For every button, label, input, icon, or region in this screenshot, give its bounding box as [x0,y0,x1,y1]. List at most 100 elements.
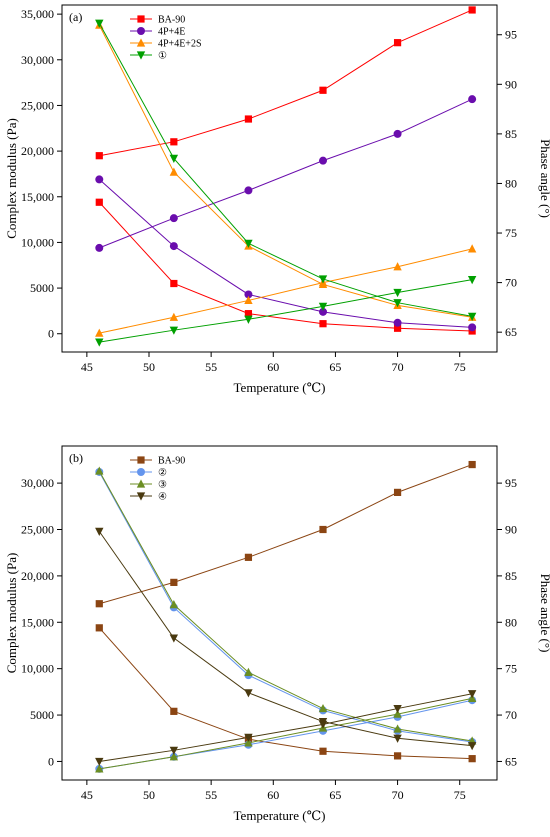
modulus-line [98,470,473,742]
modulus-point [95,19,104,28]
phase-angle-point [169,312,179,321]
x-tick-label: 75 [454,788,466,802]
y-tick-label: 25,000 [21,523,54,537]
modulus-point [393,734,402,743]
legend-marker [137,27,145,35]
x-tick-label: 65 [329,788,341,802]
plot-frame [61,4,498,353]
modulus-line [98,627,473,760]
x-tick-label: 50 [143,788,155,802]
modulus-line [98,201,473,332]
legend-item: 4P+4E+2S [130,38,202,50]
y-tick-label: 30,000 [21,53,54,67]
series-1 [95,6,476,335]
y-tick-label: 0 [48,754,54,768]
phase-angle-point [169,752,179,761]
phase-angle-line [99,693,473,762]
x-tick-label: 55 [205,360,217,374]
legend-marker [137,468,145,476]
legend-label: BA-90 [158,456,185,467]
phase-angle-point [244,115,253,123]
phase-angle-point [169,214,178,223]
y-axis-title: Complex modulus (Pa) [4,553,19,674]
legend-label: ④ [158,492,167,503]
modulus-point [393,752,402,760]
series-4 [95,527,477,767]
x-axis-title: Temperature (℃) [234,380,326,395]
phase-angle-point [393,704,402,714]
phase-angle-point [95,328,104,337]
modulus-line [98,531,473,747]
modulus-point [244,290,253,299]
modulus-point [393,724,402,733]
x-tick-label: 45 [81,360,93,374]
phase-angle-point [95,152,103,160]
panel-label: (b) [69,451,83,465]
panel-label: (a) [69,10,82,24]
x-tick-label: 60 [267,360,279,374]
phase-angle-point [95,243,104,252]
y2-tick-label: 75 [505,662,517,676]
phase-angle-line [99,464,473,605]
y-tick-label: 0 [48,327,54,341]
legend-item: BA-90 [130,15,185,26]
phase-angle-point [95,338,104,347]
phase-angle-point [95,764,104,773]
modulus-point [170,279,178,288]
series-2 [95,95,477,332]
modulus-point [393,324,402,332]
y2-tick-label: 65 [505,754,517,768]
modulus-line [98,23,473,317]
series-4 [95,19,477,347]
modulus-line [98,471,473,743]
x-tick-label: 70 [392,360,404,374]
phase-angle-point [170,578,178,586]
phase-angle-point [393,288,402,298]
legend-label: ② [158,468,167,479]
y-tick-label: 5000 [30,708,54,722]
modulus-point [95,527,104,536]
chart-panel-2: 45 50 55 60 65 70 75 0 5000 10,000 15,000 20,000 25,… [4,445,550,823]
y-tick-label: 5000 [30,281,54,295]
y2-tick-label: 70 [505,708,517,722]
phase-angle-point [95,757,104,767]
phase-angle-point [467,244,477,253]
legend-item: 4P+4E [130,27,185,38]
phase-angle-point [319,525,327,534]
series-3 [95,466,477,773]
modulus-point [95,198,103,206]
legend-marker [137,15,145,23]
legend-item: ③ [130,479,167,491]
phase-angle-point [393,39,402,47]
y2-tick-label: 90 [505,523,517,537]
x-tick-label: 45 [81,788,93,802]
modulus-point [319,307,327,316]
legend-label: BA-90 [158,15,185,26]
y2-tick-label: 85 [505,127,517,141]
phase-angle-point [318,302,328,311]
y-tick-label: 20,000 [21,569,54,583]
legend-marker [136,51,146,60]
phase-angle-point [95,600,103,608]
phase-angle-point [170,138,178,146]
plot-frame [61,445,498,781]
modulus-line [98,24,473,318]
phase-angle-point [169,746,179,755]
phase-angle-point [467,276,477,285]
modulus-point [393,299,402,308]
x-tick-label: 50 [143,360,155,374]
x-tick-label: 75 [454,360,466,374]
y2-tick-label: 85 [505,569,517,583]
legend-label: 4P+4E [158,27,185,38]
phase-angle-point [244,315,253,324]
y-tick-label: 10,000 [21,662,54,676]
series-3 [95,20,477,337]
modulus-point [244,689,253,698]
modulus-point [95,466,104,475]
legend-marker [137,456,145,464]
phase-angle-line [99,248,473,334]
y2-axis-title: Phase angle (°) [538,574,550,653]
